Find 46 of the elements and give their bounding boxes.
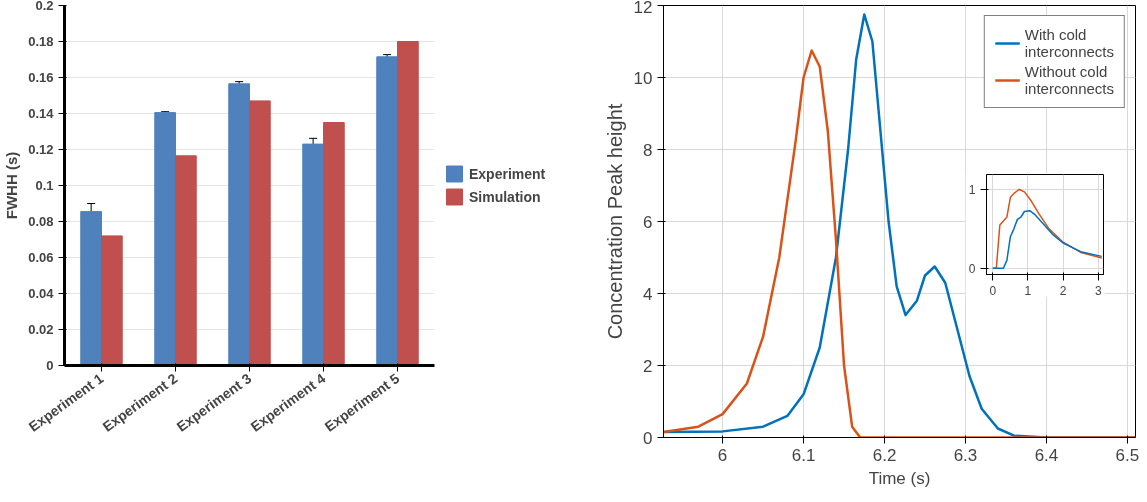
y-tick-label: 4 [643,284,653,304]
y-tick-label: 0.18 [28,34,54,49]
x-tick-label: 6.5 [1115,445,1140,465]
y-tick-label: 10 [633,68,653,88]
y-tick-label: 0.1 [35,178,54,193]
legend-label: Without cold interconnects [1024,63,1114,97]
legend-label: Experiment [469,165,546,182]
bar [101,235,123,366]
y-tick-label: 0.02 [28,322,54,337]
bar [80,211,102,366]
y-tick-label: 0.04 [28,286,55,301]
x-tick-label: 6.3 [953,445,978,465]
x-axis-title: Time (s) [868,468,931,488]
y-tick-label: 0.06 [28,250,54,265]
y-tick-label: 0.16 [28,70,54,85]
bar [323,122,345,366]
x-tick-label: 6.4 [1034,445,1059,465]
legend-label: Simulation [469,188,541,205]
y-tick-label: 0 [643,428,653,448]
y-tick-label: 6 [643,212,653,232]
y-axis-title: Concentration Peak height [603,103,626,340]
x-tick-label: 6 [717,445,728,465]
y-tick-label: 8 [643,140,653,160]
x-tick-label: 2 [1059,283,1067,298]
y-tick-label: 2 [643,356,653,376]
bar [302,143,324,366]
bar [175,155,197,366]
y-axis-title: FWHH (s) [3,151,21,220]
x-tick-label: 0 [989,283,997,298]
x-tick-label: 1 [1024,283,1032,298]
y-tick-label: 0.08 [28,214,54,229]
y-tick-label: 12 [633,0,653,17]
bar [228,83,250,366]
y-tick-label: 0.12 [28,142,54,157]
y-tick-label: 0.14 [28,106,55,121]
bar [397,41,419,366]
bar [376,56,398,366]
y-tick-label: 0.2 [35,0,54,13]
x-tick-label: 6.2 [872,445,897,465]
x-tick-label: 6.1 [791,445,816,465]
bar [249,100,271,366]
bar [154,112,176,366]
x-tick-label: 3 [1094,283,1102,298]
legend-label: With cold interconnects [1024,26,1114,60]
y-tick-label: 0 [46,358,54,373]
line-series [992,209,1103,269]
